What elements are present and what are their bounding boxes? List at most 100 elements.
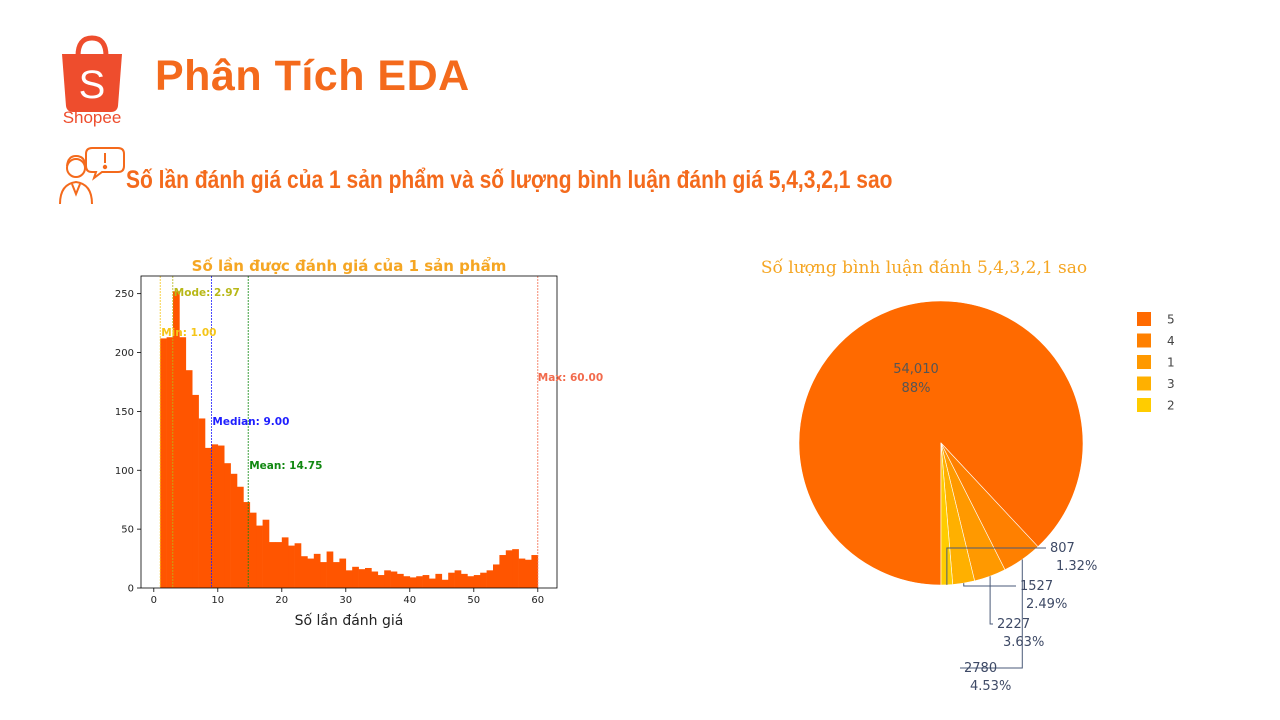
histogram-bar	[243, 502, 251, 588]
histogram-bar	[192, 394, 199, 588]
y-tick-label: 250	[115, 289, 134, 300]
histogram-bar	[365, 567, 372, 588]
legend-swatch	[1137, 312, 1151, 326]
legend-label: 2	[1167, 399, 1175, 413]
histogram-bar	[480, 572, 487, 588]
histogram-bar	[224, 463, 231, 588]
histogram-bar	[441, 579, 449, 588]
x-tick-label: 40	[403, 595, 416, 606]
x-tick-label: 10	[211, 595, 224, 606]
histogram-bar	[416, 576, 423, 588]
histogram-bar	[358, 569, 366, 588]
histogram-bar	[217, 445, 225, 588]
pie-leader-line	[960, 559, 1023, 669]
pie-slice-5	[798, 300, 1084, 586]
histogram-bar	[307, 558, 315, 588]
shopee-bag-icon: S	[62, 35, 122, 112]
pie-value-label: 54,010	[893, 362, 939, 377]
histogram-bar	[211, 444, 219, 588]
histogram-bar	[269, 542, 276, 588]
histogram-bar	[390, 571, 398, 588]
histogram-chart: Số lần được đánh giá của 1 sản phẩm 0 10 2…	[115, 256, 603, 629]
histogram-bar	[409, 577, 417, 588]
histogram-bar	[403, 576, 411, 588]
histogram-bar	[467, 576, 475, 588]
histogram-bar	[205, 447, 212, 588]
histogram-bar	[326, 551, 334, 588]
histogram-bar	[486, 570, 494, 588]
legend-label: 5	[1167, 313, 1175, 327]
histogram-bar	[339, 558, 347, 588]
histogram-bar	[262, 519, 270, 588]
histogram-bar	[422, 575, 430, 588]
y-tick-label: 150	[115, 407, 134, 418]
legend-item-5[interactable]: 5	[1137, 312, 1175, 327]
x-tick-label: 60	[531, 595, 544, 606]
pie-leader-line	[963, 583, 1016, 587]
histogram-xlabel: Số lần đánh giá	[295, 612, 404, 629]
histogram-bar	[473, 575, 481, 588]
histogram-bar	[249, 512, 257, 588]
histogram-bar	[185, 370, 193, 588]
histogram-bar	[377, 575, 385, 588]
x-tick-label: 50	[467, 595, 480, 606]
histogram-bar	[493, 564, 500, 588]
pie-leader-line	[989, 576, 993, 625]
legend-label: 3	[1167, 377, 1175, 391]
histogram-bar	[313, 553, 321, 588]
histogram-bar	[179, 337, 187, 588]
pie-value-label: 2227	[997, 617, 1030, 632]
person-alert-icon	[59, 147, 125, 205]
legend-item-2[interactable]: 2	[1137, 398, 1175, 413]
legend-swatch	[1137, 398, 1151, 412]
legend-item-1[interactable]: 1	[1137, 355, 1175, 370]
pie-percent-label: 3.63%	[1003, 635, 1044, 650]
legend-item-4[interactable]: 4	[1137, 333, 1175, 349]
histogram-bar	[397, 573, 404, 588]
legend-label: 1	[1167, 356, 1175, 370]
y-tick-label: 50	[121, 525, 134, 536]
pie-chart: Số lượng bình luận đánh 5,4,3,2,1 sao 54…	[761, 258, 1175, 694]
pie-percent-label: 88%	[902, 381, 931, 396]
legend-swatch	[1137, 333, 1151, 348]
x-tick-label: 20	[275, 595, 288, 606]
stat-label-max: Max: 60.00	[538, 372, 603, 384]
histogram-bar	[288, 545, 295, 588]
svg-text:S: S	[79, 63, 106, 107]
histogram-bar	[448, 572, 455, 588]
section-title: Số lần đánh giá của 1 sản phẩm và số lượ…	[126, 166, 893, 194]
histogram-bar	[345, 570, 353, 588]
pie-percent-label: 1.32%	[1056, 559, 1097, 574]
y-tick-label: 0	[128, 584, 134, 595]
histogram-bar	[294, 543, 302, 588]
pie-value-label: 1527	[1020, 579, 1053, 594]
x-tick-label: 30	[339, 595, 352, 606]
legend-swatch	[1137, 376, 1151, 391]
pie-leader-line	[946, 547, 1046, 585]
histogram-bar	[173, 291, 180, 588]
pie-title: Số lượng bình luận đánh 5,4,3,2,1 sao	[761, 258, 1087, 278]
histogram-bar	[461, 573, 468, 588]
histogram-bar	[160, 338, 167, 588]
legend-item-3[interactable]: 3	[1137, 376, 1175, 392]
pie-percent-label: 4.53%	[970, 679, 1011, 694]
histogram-bar	[352, 566, 359, 588]
histogram-bar	[499, 555, 507, 588]
stat-label-median: Median: 9.00	[212, 416, 289, 428]
histogram-bar	[198, 418, 206, 588]
histogram-bar	[230, 473, 238, 588]
histogram-bar	[256, 525, 263, 588]
histogram-bar	[505, 550, 513, 588]
y-tick-label: 100	[115, 466, 134, 477]
histogram-bar	[166, 337, 174, 588]
pie-percent-label: 2.49%	[1026, 597, 1067, 612]
histogram-bar	[281, 537, 289, 588]
histogram-bar	[531, 555, 539, 588]
y-tick-label: 200	[115, 348, 134, 359]
histogram-bar	[435, 573, 443, 588]
x-tick-label: 0	[151, 595, 157, 606]
histogram-bar	[384, 570, 391, 588]
histogram-bar	[525, 559, 532, 588]
histogram-bar	[320, 562, 327, 588]
histogram-bar	[429, 578, 436, 588]
